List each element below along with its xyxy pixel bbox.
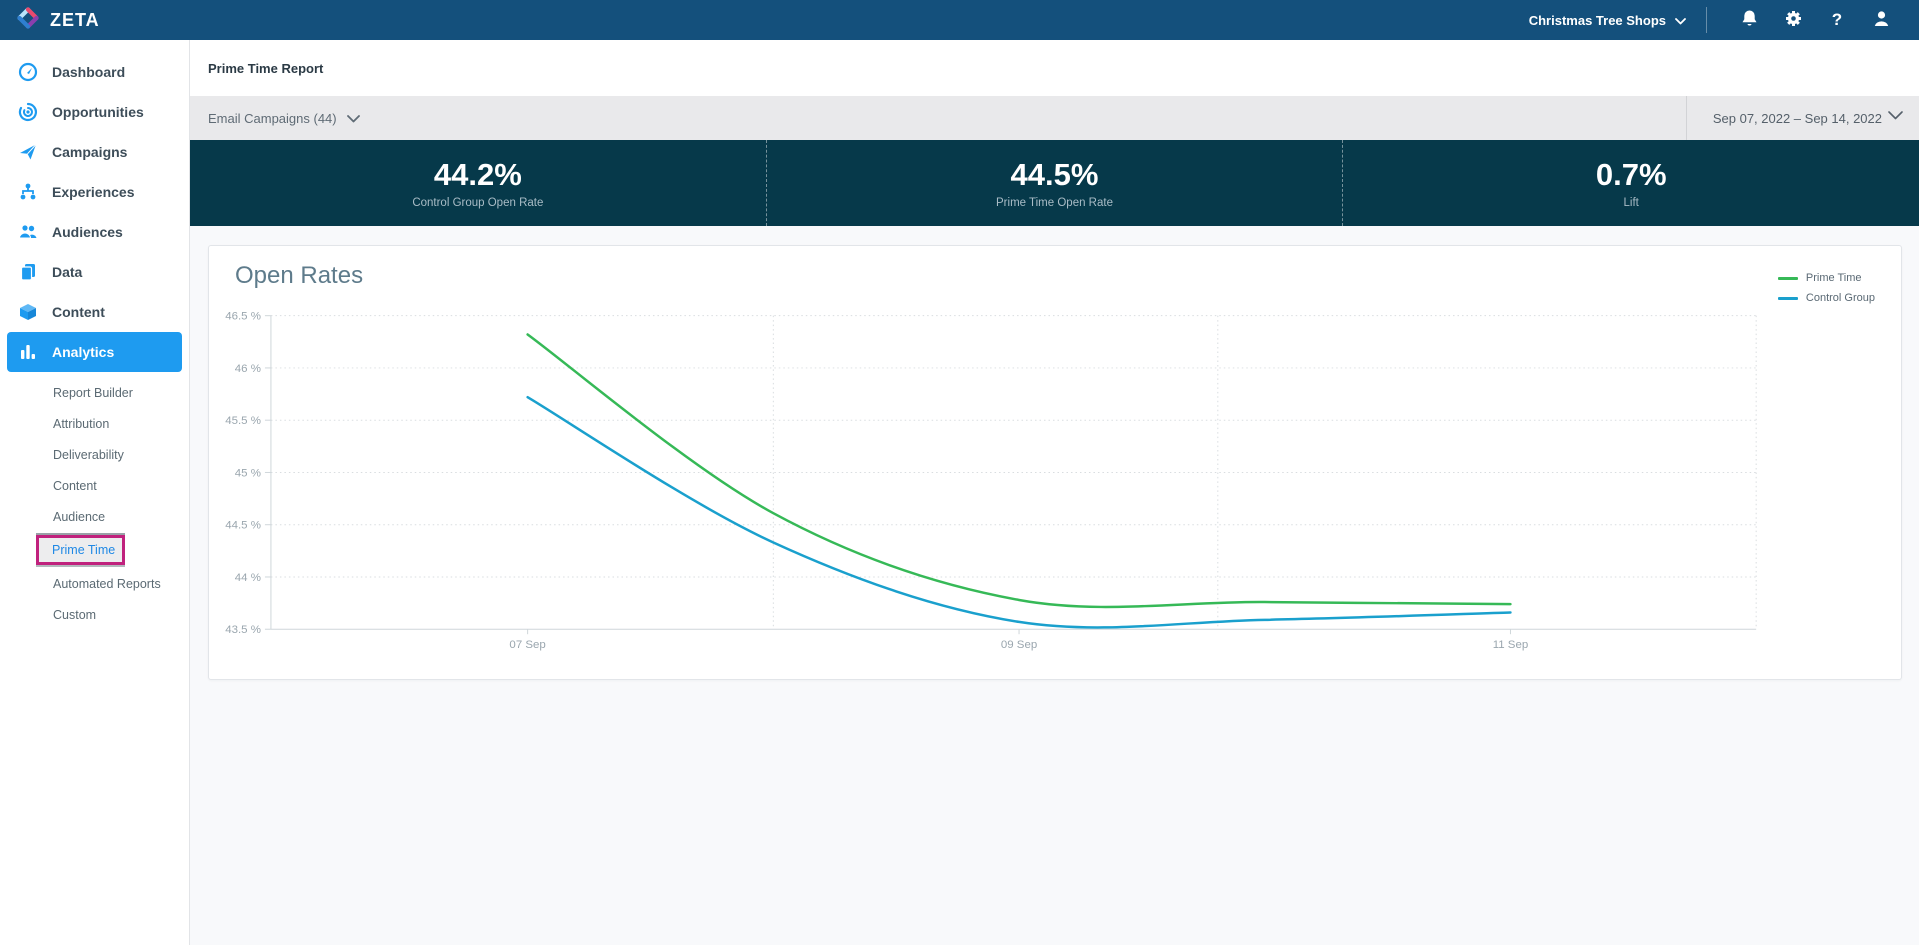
sidebar-item-label: Opportunities (52, 104, 144, 120)
sidebar-item-experiences[interactable]: Experiences (0, 172, 189, 212)
legend-item-prime-time[interactable]: Prime Time (1777, 272, 1875, 284)
brand: ZETA (16, 6, 100, 35)
sidebar-item-label: Campaigns (52, 144, 128, 160)
chart-legend: Prime Time Control Group (1777, 272, 1875, 304)
kpi-prime-time-open-rate: 44.5% Prime Time Open Rate (767, 140, 1344, 226)
filter-bar: Email Campaigns (44) Sep 07, 2022 – Sep … (190, 96, 1919, 140)
chart-title: Open Rates (235, 262, 364, 289)
chevron-down-icon (346, 111, 360, 126)
chevron-down-icon (1888, 108, 1903, 123)
zeta-logo-icon (16, 6, 40, 35)
topbar-divider (1706, 7, 1707, 33)
topbar: ZETA Christmas Tree Shops (0, 0, 1919, 40)
kpi-label: Lift (1623, 197, 1639, 209)
series-line-prime-time (526, 333, 1512, 609)
kpi-band: 44.2% Control Group Open Rate 44.5% Prim… (190, 140, 1919, 226)
brand-name: ZETA (50, 9, 100, 30)
y-tick-label: 43.5 % (225, 624, 261, 636)
y-tick-label: 44 % (235, 572, 261, 584)
analytics-icon (18, 342, 38, 362)
sidebar: Dashboard Opportunities Campaigns Experi… (0, 40, 190, 945)
account-name: Christmas Tree Shops (1528, 12, 1666, 28)
sidebar-item-label: Audiences (52, 224, 123, 240)
analytics-subnav: Report Builder Attribution Deliverabilit… (0, 377, 189, 630)
open-rates-chart-card: Open Rates Prime Time Control Group 46.5… (208, 245, 1902, 680)
sidebar-item-audiences[interactable]: Audiences (0, 212, 189, 252)
audiences-icon (18, 222, 38, 242)
sidebar-item-label: Data (52, 264, 83, 280)
subnav-item-automated-reports[interactable]: Automated Reports (53, 576, 161, 591)
y-tick-label: 45 % (235, 467, 261, 479)
subnav-item-attribution[interactable]: Attribution (53, 416, 110, 431)
settings-button[interactable] (1771, 0, 1815, 40)
help-button[interactable]: ? (1815, 0, 1859, 40)
prime-time-line-swatch (1777, 276, 1798, 280)
x-tick-label: 07 Sep (509, 639, 545, 651)
campaigns-icon (18, 142, 38, 162)
page-header: Prime Time Report (190, 40, 1919, 96)
kpi-control-group-open-rate: 44.2% Control Group Open Rate (190, 140, 767, 226)
kpi-label: Prime Time Open Rate (996, 197, 1113, 209)
user-menu-button[interactable] (1859, 0, 1903, 40)
sidebar-item-campaigns[interactable]: Campaigns (0, 132, 189, 172)
subnav-item-audience[interactable]: Audience (53, 509, 106, 524)
sidebar-item-dashboard[interactable]: Dashboard (0, 52, 189, 92)
help-icon: ? (1831, 10, 1843, 29)
subnav-item-content[interactable]: Content (53, 478, 97, 493)
page-title: Prime Time Report (208, 60, 324, 76)
x-tick-label: 11 Sep (1493, 639, 1529, 651)
dashboard-icon (18, 62, 38, 82)
subnav-item-deliverability[interactable]: Deliverability (53, 447, 124, 462)
bell-icon (1740, 9, 1759, 31)
control-group-line-swatch (1777, 296, 1798, 300)
subnav-item-prime-time[interactable]: Prime Time (36, 535, 125, 565)
legend-item-control-group[interactable]: Control Group (1777, 292, 1875, 304)
main-content: Prime Time Report Email Campaigns (44) S… (190, 40, 1919, 945)
y-tick-label: 46.5 % (225, 311, 261, 323)
content-icon (18, 302, 38, 322)
y-tick-label: 46 % (235, 363, 261, 375)
experiences-icon (18, 182, 38, 202)
gear-icon (1784, 9, 1803, 31)
subnav-item-report-builder[interactable]: Report Builder (53, 385, 133, 400)
campaign-filter-label: Email Campaigns (44) (208, 110, 337, 126)
kpi-value: 44.5% (1010, 157, 1099, 192)
sidebar-item-label: Content (52, 304, 105, 320)
kpi-lift: 0.7% Lift (1343, 140, 1919, 226)
date-range-picker[interactable]: Sep 07, 2022 – Sep 14, 2022 (1685, 96, 1919, 140)
sidebar-item-data[interactable]: Data (0, 252, 189, 292)
kpi-label: Control Group Open Rate (412, 197, 544, 209)
sidebar-item-label: Analytics (52, 344, 115, 360)
sidebar-item-opportunities[interactable]: Opportunities (0, 92, 189, 132)
user-icon (1872, 9, 1891, 31)
data-icon (18, 262, 38, 282)
sidebar-item-label: Dashboard (52, 64, 126, 80)
chevron-down-icon (1675, 13, 1686, 28)
opportunities-icon (18, 102, 38, 122)
open-rates-chart: 46.5 % 46 % 45.5 % 45 % 44.5 % 44 % 43.5 % 07 S… (225, 311, 1757, 651)
kpi-value: 44.2% (433, 157, 522, 192)
campaign-filter-dropdown[interactable]: Email Campaigns (44) (190, 111, 360, 126)
x-tick-label: 09 Sep (1001, 639, 1037, 651)
topbar-actions: Christmas Tree Shops (1529, 0, 1903, 40)
y-tick-label: 45.5 % (225, 415, 261, 427)
kpi-value: 0.7% (1595, 157, 1667, 192)
sidebar-item-content[interactable]: Content (0, 292, 189, 332)
sidebar-item-label: Experiences (52, 184, 135, 200)
sidebar-item-analytics[interactable]: Analytics (7, 332, 182, 372)
subnav-item-custom[interactable]: Custom (53, 607, 97, 622)
account-switcher[interactable]: Christmas Tree Shops (1529, 13, 1686, 28)
y-tick-label: 44.5 % (225, 520, 261, 532)
date-range-label: Sep 07, 2022 – Sep 14, 2022 (1712, 110, 1882, 126)
series-line-control-group (526, 395, 1512, 629)
notifications-button[interactable] (1727, 0, 1771, 40)
